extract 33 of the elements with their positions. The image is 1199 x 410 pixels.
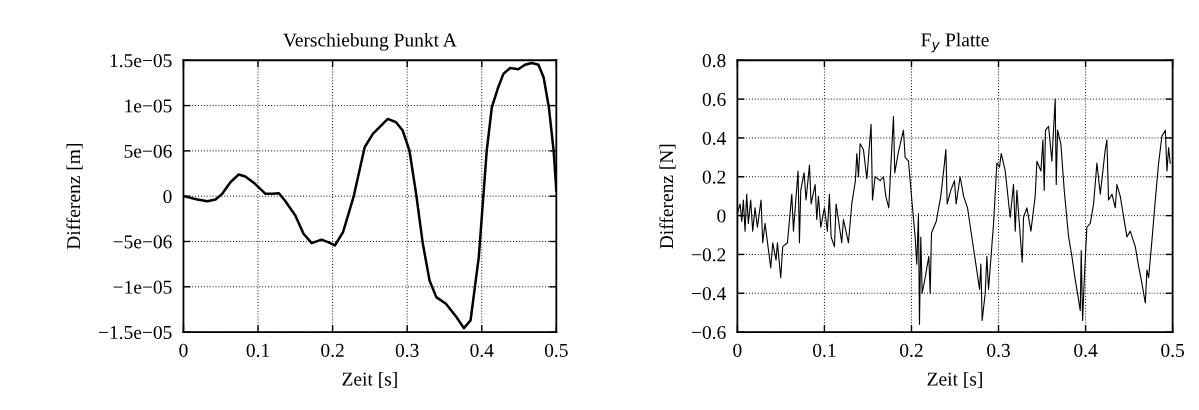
y-tick-label: 0.4	[702, 131, 726, 145]
x-tick-label: 0.4	[470, 343, 494, 357]
y-tick-label: 0.2	[702, 170, 726, 184]
x-tick-label: 0	[179, 343, 188, 357]
x-axis-title: Zeit [s]	[342, 371, 397, 389]
y-tick-label: 1.5e−05	[110, 54, 172, 68]
x-tick-label: 0.1	[813, 343, 836, 357]
y-tick-label: 0.6	[702, 92, 726, 107]
x-tick-label: 0.3	[395, 343, 419, 357]
y-tick-label: −0.2	[691, 248, 726, 262]
x-axis-title: Zeit [s]	[927, 371, 982, 389]
x-tick-label: 0.3	[987, 343, 1010, 357]
y-tick-label: 5e−06	[124, 144, 172, 158]
x-tick-label: 0.5	[544, 343, 568, 357]
y-tick-label: 0.8	[702, 54, 726, 68]
x-tick-label: 0.2	[900, 343, 923, 357]
y-tick-label: −0.4	[691, 287, 726, 301]
y-tick-label: −5e−06	[113, 235, 172, 249]
x-tick-label: 0.1	[246, 343, 270, 357]
y-tick-label: 0	[717, 209, 726, 223]
x-tick-label: 0.4	[1074, 343, 1098, 357]
y-tick-label: 0	[163, 190, 172, 204]
y-axis-title: Differenz [m]	[66, 144, 83, 250]
x-tick-label: 0.2	[321, 343, 344, 357]
chart-title: F$_{y}$ Platte	[921, 32, 989, 53]
y-tick-label: −1.5e−05	[98, 325, 172, 340]
y-tick-label: −1e−05	[113, 280, 172, 294]
y-tick-label: 1e−05	[125, 99, 172, 113]
chart-title: Verschiebung Punkt A	[283, 32, 457, 51]
x-tick-label: 0.5	[1161, 343, 1185, 357]
y-axis-title: Differenz [N]	[659, 144, 676, 249]
y-tick-label: −0.6	[691, 325, 726, 340]
x-tick-label: 0	[733, 343, 742, 357]
